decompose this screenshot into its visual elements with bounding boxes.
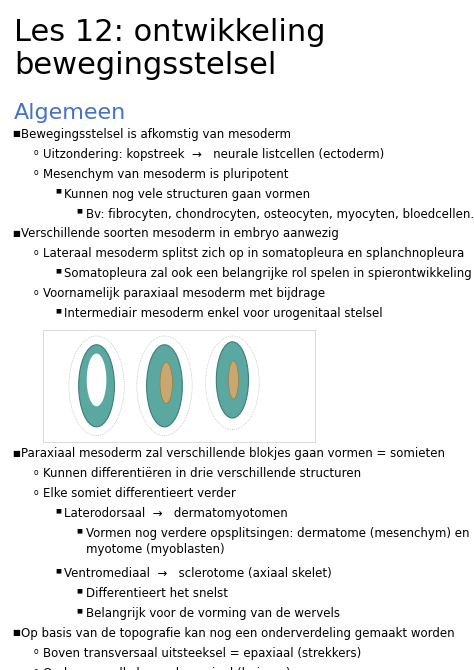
Ellipse shape xyxy=(160,362,173,403)
Text: Onder wervelkolom = hypaxiaal (buigers): Onder wervelkolom = hypaxiaal (buigers) xyxy=(43,667,291,670)
Text: Intermediair mesoderm enkel voor urogenitaal stelsel: Intermediair mesoderm enkel voor urogeni… xyxy=(64,308,383,320)
Text: o: o xyxy=(34,168,38,178)
Text: Op basis van de topografie kan nog een onderverdeling gemaakt worden: Op basis van de topografie kan nog een o… xyxy=(21,626,455,640)
Text: Kunnen nog vele structuren gaan vormen: Kunnen nog vele structuren gaan vormen xyxy=(64,188,310,200)
Text: ■: ■ xyxy=(12,129,20,138)
Text: Laterodorsaal  →   dermatomyotomen: Laterodorsaal → dermatomyotomen xyxy=(64,507,288,520)
Text: Verschillende soorten mesoderm in embryo aanwezig: Verschillende soorten mesoderm in embryo… xyxy=(21,228,339,241)
Text: Vormen nog verdere opsplitsingen: dermatome (mesenchym) en
myotome (myoblasten): Vormen nog verdere opsplitsingen: dermat… xyxy=(86,527,469,556)
Text: Bv: fibrocyten, chondrocyten, osteocyten, myocyten, bloedcellen...: Bv: fibrocyten, chondrocyten, osteocyten… xyxy=(86,208,474,220)
Text: Voornamelijk paraxiaal mesoderm met bijdrage: Voornamelijk paraxiaal mesoderm met bijd… xyxy=(43,287,325,300)
Text: Uitzondering: kopstreek  →   neurale listcellen (ectoderm): Uitzondering: kopstreek → neurale listce… xyxy=(43,148,384,161)
Text: o: o xyxy=(34,288,38,297)
Text: o: o xyxy=(34,488,38,497)
Text: o: o xyxy=(34,647,38,657)
Text: ■: ■ xyxy=(55,509,61,513)
Text: Boven transversaal uitsteeksel = epaxiaal (strekkers): Boven transversaal uitsteeksel = epaxiaa… xyxy=(43,647,361,660)
Text: Differentieert het snelst: Differentieert het snelst xyxy=(86,587,228,600)
Text: ■: ■ xyxy=(12,448,20,458)
Text: o: o xyxy=(34,148,38,157)
Text: o: o xyxy=(34,248,38,257)
Text: ■: ■ xyxy=(55,189,61,194)
Text: Lateraal mesoderm splitst zich op in somatopleura en splanchnopleura: Lateraal mesoderm splitst zich op in som… xyxy=(43,247,464,261)
Text: o: o xyxy=(34,667,38,670)
Text: Paraxiaal mesoderm zal verschillende blokjes gaan vormen = somieten: Paraxiaal mesoderm zal verschillende blo… xyxy=(21,448,446,460)
Text: ■: ■ xyxy=(77,608,83,613)
Ellipse shape xyxy=(87,354,106,406)
Text: Kunnen differentiëren in drie verschillende structuren: Kunnen differentiëren in drie verschille… xyxy=(43,467,361,480)
Text: Elke somiet differentieert verder: Elke somiet differentieert verder xyxy=(43,487,236,500)
Text: Les 12: ontwikkeling
bewegingsstelsel: Les 12: ontwikkeling bewegingsstelsel xyxy=(14,17,326,80)
Text: ■: ■ xyxy=(55,568,61,573)
Ellipse shape xyxy=(146,345,182,427)
Text: Algemeen: Algemeen xyxy=(14,103,127,123)
Text: ■: ■ xyxy=(77,209,83,214)
Text: Somatopleura zal ook een belangrijke rol spelen in spierontwikkeling: Somatopleura zal ook een belangrijke rol… xyxy=(64,267,472,280)
Ellipse shape xyxy=(79,345,114,427)
Text: Bewegingsstelsel is afkomstig van mesoderm: Bewegingsstelsel is afkomstig van mesode… xyxy=(21,128,292,141)
Ellipse shape xyxy=(216,342,248,418)
Bar xyxy=(43,330,315,442)
Ellipse shape xyxy=(228,361,238,399)
Text: ■: ■ xyxy=(77,528,83,533)
Text: ■: ■ xyxy=(77,588,83,593)
Text: ■: ■ xyxy=(12,228,20,238)
Text: ■: ■ xyxy=(55,269,61,273)
Text: ■: ■ xyxy=(55,308,61,314)
Text: Mesenchym van mesoderm is pluripotent: Mesenchym van mesoderm is pluripotent xyxy=(43,168,288,181)
Text: Belangrijk voor de vorming van de wervels: Belangrijk voor de vorming van de wervel… xyxy=(86,607,340,620)
Text: o: o xyxy=(34,468,38,477)
Text: Ventromediaal  →   sclerotome (axiaal skelet): Ventromediaal → sclerotome (axiaal skele… xyxy=(64,567,332,580)
Text: ■: ■ xyxy=(12,628,20,637)
